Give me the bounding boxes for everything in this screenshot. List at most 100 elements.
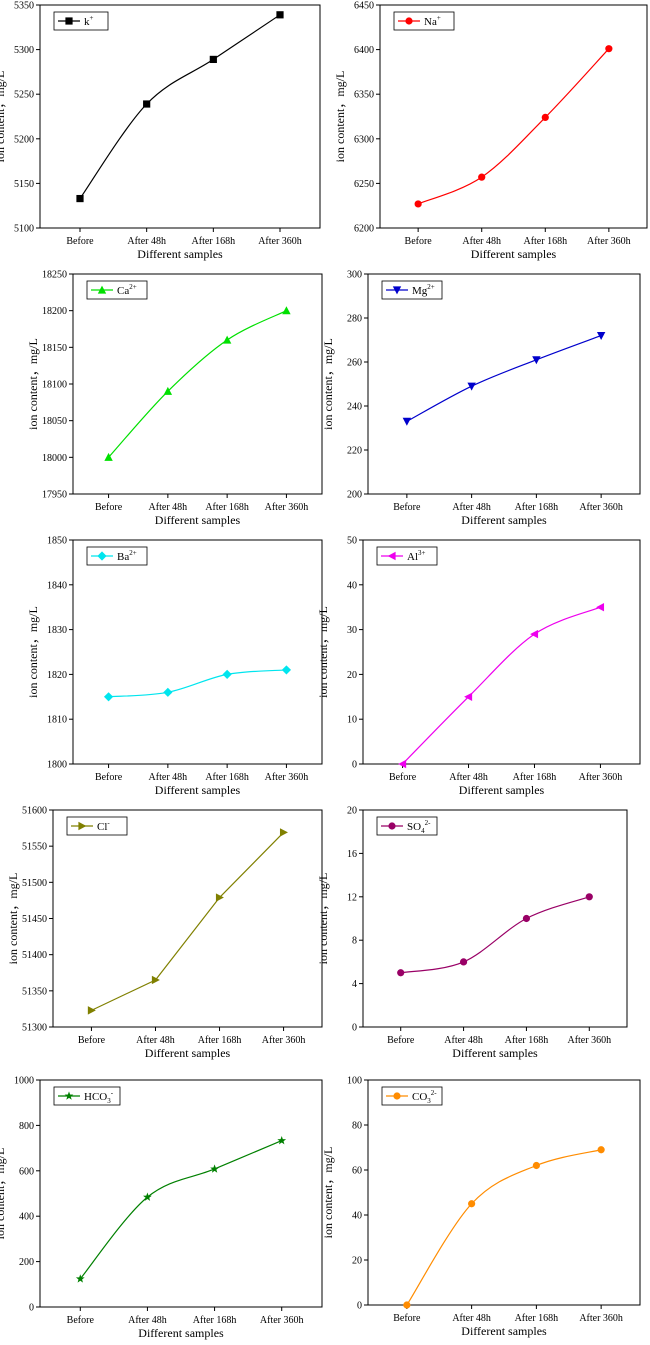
x-tick-label: Before — [405, 236, 433, 247]
y-tick-label: 51550 — [22, 842, 47, 853]
series-line — [91, 832, 284, 1011]
y-tick-label: 5250 — [14, 90, 34, 101]
y-tick-label: 6300 — [354, 134, 374, 145]
x-tick-label: After 168h — [515, 502, 559, 513]
legend-box — [376, 816, 438, 836]
legend-label: SO42- — [407, 819, 431, 835]
legend: Ca2+ — [86, 280, 148, 300]
y-tick-label: 6400 — [354, 45, 374, 56]
y-tick-label: 18000 — [42, 453, 67, 464]
y-tick-label: 12 — [347, 892, 357, 903]
y-tick-label: 1830 — [47, 625, 67, 636]
legend: SO42- — [376, 816, 438, 836]
y-tick-label: 5200 — [14, 134, 34, 145]
x-tick-label: Before — [66, 236, 94, 247]
y-tick-label: 6250 — [354, 179, 374, 190]
y-tick-label: 1800 — [47, 760, 67, 771]
y-tick-label: 18050 — [42, 416, 67, 427]
x-axis-title: Different samples — [452, 1046, 538, 1060]
y-tick-label: 20 — [347, 670, 357, 681]
data-point — [403, 1301, 411, 1309]
y-tick-label: 1810 — [47, 715, 67, 726]
plot-frame — [39, 1079, 323, 1308]
legend-marker — [97, 551, 107, 561]
data-point — [277, 1136, 287, 1145]
chart-cl: 51300 51350 51400 51450 51500 51550 51600 Befor… — [6, 806, 323, 1060]
x-tick-label: After 360h — [262, 1035, 306, 1046]
x-tick-label: After 360h — [260, 1315, 304, 1326]
data-point — [522, 914, 531, 923]
data-point — [210, 1164, 219, 1173]
y-tick-label: 20 — [352, 1256, 362, 1267]
legend-label: Na+ — [424, 14, 441, 28]
chart-ca: 17950 18000 18050 18100 18150 18200 18250 Befor… — [26, 270, 323, 527]
data-point — [163, 386, 173, 395]
plot-frame — [367, 273, 641, 495]
y-tick-label: 8 — [352, 936, 357, 947]
data-point — [76, 194, 84, 203]
x-tick-label: After 168h — [515, 1313, 559, 1324]
y-tick-label: 1820 — [47, 670, 67, 681]
x-axis-title: Different samples — [138, 1326, 224, 1340]
y-tick-label: 51500 — [22, 878, 47, 889]
series-line — [400, 896, 590, 974]
y-axis-title: ion content，mg/L — [321, 1147, 335, 1239]
series-line — [406, 1149, 602, 1306]
y-tick-label: 100 — [347, 1076, 362, 1087]
legend-label: Al3+ — [407, 549, 426, 563]
x-tick-label: Before — [67, 1315, 95, 1326]
y-axis-title: ion content，mg/L — [0, 1148, 7, 1240]
data-point — [467, 382, 476, 391]
y-axis-title: ion content，mg/L — [26, 606, 40, 698]
x-axis-title: Different samples — [461, 1324, 547, 1338]
x-tick-label: Before — [393, 502, 421, 513]
y-tick-label: 50 — [347, 536, 357, 547]
y-tick-label: 600 — [19, 1166, 34, 1177]
x-tick-label: After 48h — [452, 502, 491, 513]
x-tick-label: After 168h — [198, 1035, 242, 1046]
y-tick-label: 260 — [347, 358, 362, 369]
legend-box — [86, 280, 148, 300]
legend: Ba2+ — [86, 546, 148, 566]
legend-box — [393, 11, 455, 31]
x-tick-label: After 168h — [192, 236, 236, 247]
legend-marker — [65, 17, 73, 25]
legend-box — [376, 546, 438, 566]
series-line — [79, 1140, 282, 1280]
legend-box — [66, 816, 128, 836]
legend: Mg2+ — [381, 280, 443, 300]
y-axis-title: ion content，mg/L — [26, 338, 40, 430]
x-tick-label: After 48h — [136, 1035, 175, 1046]
plot-frame — [52, 809, 323, 1028]
legend-marker — [387, 551, 396, 561]
y-axis-title: ion content，mg/L — [333, 71, 347, 163]
data-point — [75, 1274, 85, 1283]
y-tick-label: 0 — [357, 1301, 362, 1312]
x-tick-label: After 48h — [444, 1035, 483, 1046]
x-axis-title: Different samples — [461, 513, 547, 527]
data-point — [276, 11, 284, 19]
plot-frame — [379, 4, 648, 229]
y-tick-label: 1840 — [47, 580, 67, 591]
legend-box — [381, 280, 443, 300]
data-point — [282, 306, 291, 315]
data-point — [478, 173, 486, 181]
y-tick-label: 5100 — [14, 224, 34, 235]
x-tick-label: After 168h — [205, 502, 249, 513]
y-tick-label: 1000 — [14, 1076, 34, 1087]
x-axis-title: Different samples — [137, 247, 223, 261]
y-tick-label: 18200 — [42, 306, 67, 317]
y-tick-label: 6450 — [354, 1, 374, 12]
y-tick-label: 240 — [347, 402, 362, 413]
data-point — [215, 893, 224, 902]
data-point — [605, 45, 613, 53]
legend-label: CO32- — [412, 1089, 437, 1105]
data-point — [209, 55, 217, 64]
x-tick-label: After 360h — [265, 502, 309, 513]
x-tick-label: Before — [78, 1035, 106, 1046]
plot-frame — [362, 539, 641, 765]
y-axis-title: ion content，mg/L — [316, 873, 330, 965]
legend-label: k+ — [84, 14, 94, 28]
y-tick-label: 51600 — [22, 806, 47, 817]
legend-marker — [405, 17, 413, 25]
